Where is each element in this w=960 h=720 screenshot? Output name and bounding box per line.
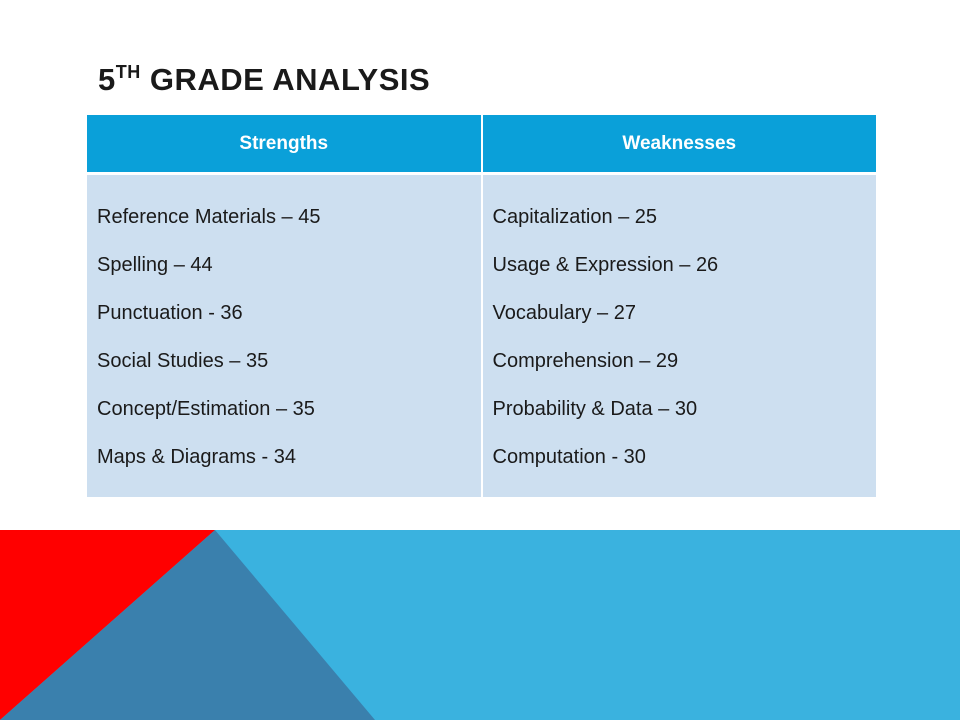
- table-header-row: Strengths Weaknesses: [87, 115, 876, 174]
- strength-item: Spelling – 44: [97, 254, 213, 276]
- title-ordinal-suffix: TH: [115, 62, 141, 82]
- strength-item: Concept/Estimation – 35: [97, 398, 315, 420]
- strength-item: Social Studies – 35: [97, 350, 269, 372]
- title-number: 5: [98, 62, 116, 97]
- header-weaknesses: Weaknesses: [480, 115, 876, 174]
- slide-title: 5TH GRADE ANALYSIS: [98, 52, 430, 100]
- table-body-row: Reference Materials – 45 Spelling – 44 P…: [87, 173, 877, 497]
- strengths-cell: Reference Materials – 45 Spelling – 44 P…: [87, 173, 482, 497]
- weakness-item: Vocabulary – 27: [492, 302, 636, 324]
- weaknesses-cell: Capitalization – 25 Usage & Expression –…: [480, 173, 877, 497]
- weakness-item: Computation - 30: [492, 446, 646, 468]
- strengths-list: Reference Materials – 45 Spelling – 44 P…: [97, 175, 481, 481]
- weakness-item: Usage & Expression – 26: [492, 254, 719, 276]
- band-dark-blue-triangle: [0, 530, 375, 720]
- strength-item: Punctuation - 36: [97, 302, 243, 324]
- weakness-item: Probability & Data – 30: [492, 398, 698, 420]
- weakness-item: Comprehension – 29: [492, 350, 679, 372]
- analysis-table: Strengths Weaknesses Reference Materials…: [87, 115, 876, 497]
- weakness-item: Capitalization – 25: [492, 206, 658, 228]
- weaknesses-list: Capitalization – 25 Usage & Expression –…: [493, 175, 877, 481]
- strength-item: Reference Materials – 45: [97, 206, 321, 228]
- decorative-band: [0, 530, 960, 720]
- header-strengths: Strengths: [87, 115, 482, 174]
- title-text: GRADE ANALYSIS: [140, 62, 431, 97]
- strength-item: Maps & Diagrams - 34: [97, 446, 296, 468]
